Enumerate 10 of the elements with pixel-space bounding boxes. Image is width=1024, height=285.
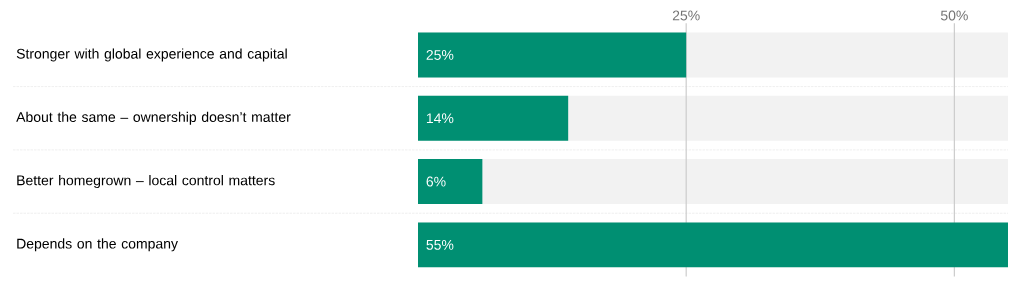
- data-label: 25%: [426, 49, 454, 60]
- y-tick-label: Depends on the company: [17, 238, 178, 252]
- data-label: 55%: [426, 239, 454, 250]
- y-tick-label: About the same – ownership doesn’t matter: [16, 111, 291, 125]
- bar: [418, 159, 483, 205]
- y-tick-label: Better homegrown – local control matters: [17, 175, 275, 189]
- data-label: 14%: [426, 113, 454, 124]
- data-label: 6%: [426, 176, 446, 187]
- x-tick-label: 50%: [940, 10, 968, 21]
- y-tick-label: Stronger with global experience and capital: [16, 48, 287, 62]
